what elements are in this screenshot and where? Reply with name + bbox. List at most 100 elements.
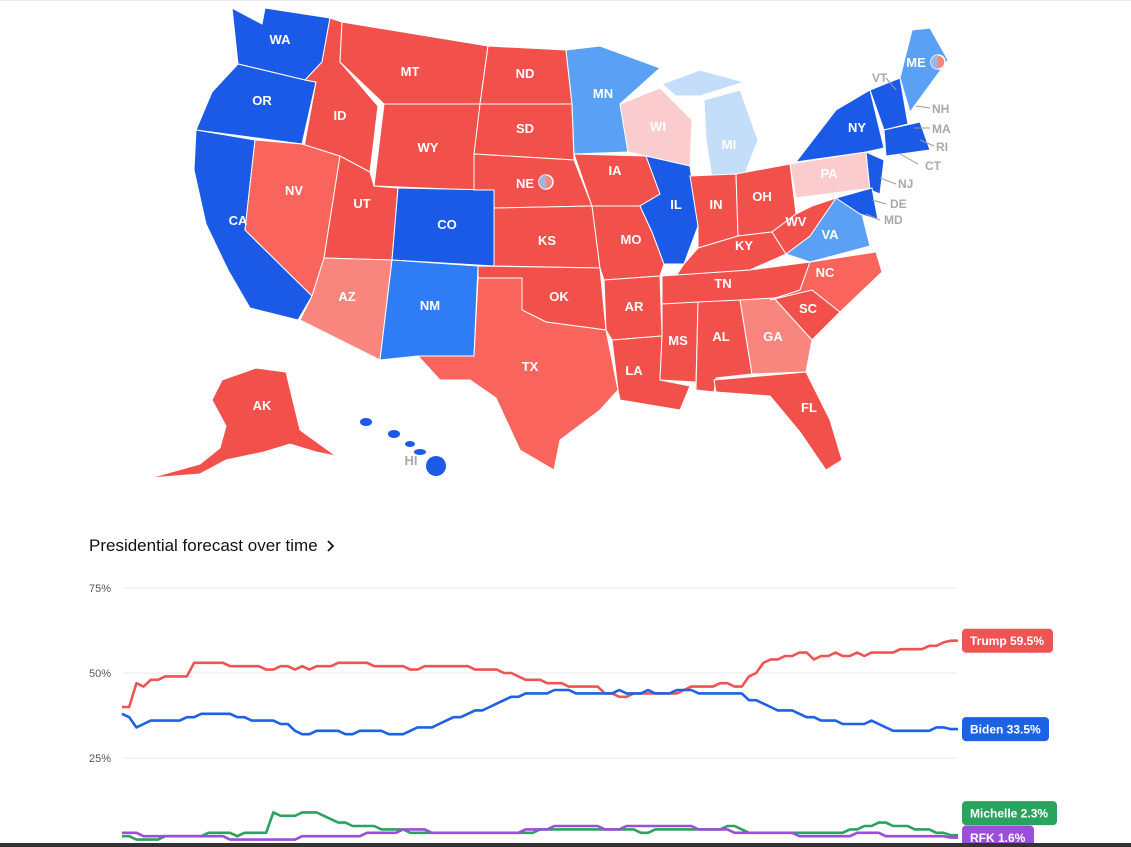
label-NM: NM bbox=[420, 298, 440, 313]
state-TX[interactable] bbox=[416, 277, 619, 471]
label-FL: FL bbox=[801, 400, 817, 415]
y-axis-ticks: 75% 50% 25% bbox=[89, 583, 111, 765]
label-LA: LA bbox=[625, 363, 643, 378]
label-MD: MD bbox=[884, 213, 903, 227]
end-tag-label: Trump 59.5% bbox=[970, 634, 1044, 648]
label-DE: DE bbox=[890, 197, 907, 211]
label-SD: SD bbox=[516, 121, 534, 136]
label-WV: WV bbox=[786, 214, 807, 229]
us-electoral-map: WA OR CA ID MT WY NV UT CO AZ NM ND SD N… bbox=[149, 7, 951, 479]
label-CO: CO bbox=[437, 217, 457, 232]
label-OR: OR bbox=[252, 93, 272, 108]
state-NY[interactable] bbox=[794, 89, 885, 163]
label-MA: MA bbox=[932, 122, 951, 136]
end-tag-michelle: Michelle 2.3% bbox=[962, 801, 1057, 826]
label-CT: CT bbox=[925, 159, 942, 173]
y-tick-label: 75% bbox=[89, 583, 111, 595]
state-HI[interactable] bbox=[360, 418, 446, 476]
forecast-line-chart: 75% 50% 25% Trump 59.5% Biden 33.5% Michelle… bbox=[89, 583, 1057, 847]
label-ID: ID bbox=[334, 108, 347, 123]
label-OH: OH bbox=[752, 189, 772, 204]
state-VT-NH[interactable] bbox=[869, 77, 909, 131]
end-tag-rfk: RFK 1.6% bbox=[962, 825, 1034, 847]
state-AZ[interactable] bbox=[299, 257, 393, 361]
y-tick-label: 25% bbox=[89, 753, 111, 765]
end-tag-label: RFK 1.6% bbox=[970, 831, 1026, 845]
state-DE-MD[interactable] bbox=[834, 187, 879, 221]
label-PA: PA bbox=[820, 166, 838, 181]
state-MI[interactable] bbox=[703, 89, 759, 179]
label-WI: WI bbox=[650, 119, 666, 134]
label-AK: AK bbox=[253, 398, 272, 413]
leader-lines bbox=[865, 77, 935, 221]
label-AR: AR bbox=[625, 299, 644, 314]
label-NC: NC bbox=[816, 265, 835, 280]
chevron-right-icon bbox=[327, 540, 334, 552]
series-end-tags: Trump 59.5% Biden 33.5% Michelle 2.3% RFK 1… bbox=[962, 628, 1057, 847]
label-NE: NE bbox=[516, 176, 534, 191]
label-TN: TN bbox=[714, 276, 731, 291]
label-NJ: NJ bbox=[898, 177, 913, 191]
label-ND: ND bbox=[516, 66, 535, 81]
end-tag-background bbox=[962, 628, 1053, 653]
external-state-labels: VT NH MA RI CT NJ DE MD bbox=[872, 71, 951, 227]
label-VA: VA bbox=[821, 227, 839, 242]
label-NV: NV bbox=[285, 183, 303, 198]
label-MS: MS bbox=[668, 333, 688, 348]
label-AZ: AZ bbox=[338, 289, 355, 304]
label-IL: IL bbox=[670, 197, 682, 212]
forecast-title: Presidential forecast over time bbox=[89, 536, 318, 555]
end-tag-label: Michelle 2.3% bbox=[970, 807, 1048, 821]
label-ME: ME bbox=[906, 55, 926, 70]
label-WY: WY bbox=[418, 140, 439, 155]
series-line-trump bbox=[122, 639, 958, 709]
chart-grid bbox=[122, 587, 958, 759]
series-line-biden bbox=[121, 688, 958, 736]
end-tag-background bbox=[962, 801, 1057, 826]
ne-split-marker bbox=[538, 174, 554, 190]
label-IA: IA bbox=[609, 163, 623, 178]
state-MS[interactable] bbox=[659, 301, 699, 383]
label-NY: NY bbox=[848, 120, 866, 135]
y-tick-label: 50% bbox=[89, 668, 111, 680]
chart-series bbox=[121, 639, 958, 841]
state-labels: WA OR CA ID MT WY NV UT CO AZ NM ND SD N… bbox=[229, 32, 926, 468]
label-UT: UT bbox=[353, 196, 370, 211]
label-GA: GA bbox=[763, 329, 783, 344]
label-HI: HI bbox=[405, 453, 418, 468]
label-MO: MO bbox=[621, 232, 642, 247]
me-split-marker bbox=[930, 54, 946, 70]
series-line-rfk bbox=[122, 824, 958, 841]
label-KY: KY bbox=[735, 238, 753, 253]
end-tag-background bbox=[962, 825, 1034, 847]
state-GA[interactable] bbox=[739, 297, 813, 375]
state-ME[interactable] bbox=[899, 27, 949, 114]
forecast-over-time-link[interactable]: Presidential forecast over time bbox=[89, 536, 338, 556]
label-NH: NH bbox=[932, 102, 949, 116]
label-CA: CA bbox=[229, 213, 248, 228]
label-MT: MT bbox=[401, 64, 420, 79]
label-OK: OK bbox=[549, 289, 569, 304]
state-MI-up[interactable] bbox=[661, 69, 746, 97]
label-MI: MI bbox=[722, 137, 736, 152]
end-tag-label: Biden 33.5% bbox=[970, 723, 1041, 737]
bottom-border bbox=[0, 843, 1131, 847]
state-MA-RI-CT[interactable] bbox=[883, 121, 931, 157]
state-NJ[interactable] bbox=[865, 151, 885, 195]
label-KS: KS bbox=[538, 233, 556, 248]
end-tag-biden: Biden 33.5% bbox=[962, 717, 1049, 742]
state-AK[interactable] bbox=[149, 367, 337, 479]
state-FL[interactable] bbox=[713, 371, 843, 471]
label-IN: IN bbox=[710, 197, 723, 212]
state-NC[interactable] bbox=[769, 251, 883, 313]
label-RI: RI bbox=[936, 140, 948, 154]
label-TX: TX bbox=[522, 359, 539, 374]
end-tag-background bbox=[962, 717, 1049, 742]
label-AL: AL bbox=[712, 329, 729, 344]
end-tag-trump: Trump 59.5% bbox=[962, 628, 1053, 653]
top-border bbox=[0, 0, 1131, 1]
label-SC: SC bbox=[799, 301, 818, 316]
label-MN: MN bbox=[593, 86, 613, 101]
label-VT: VT bbox=[872, 71, 888, 85]
label-WA: WA bbox=[270, 32, 292, 47]
